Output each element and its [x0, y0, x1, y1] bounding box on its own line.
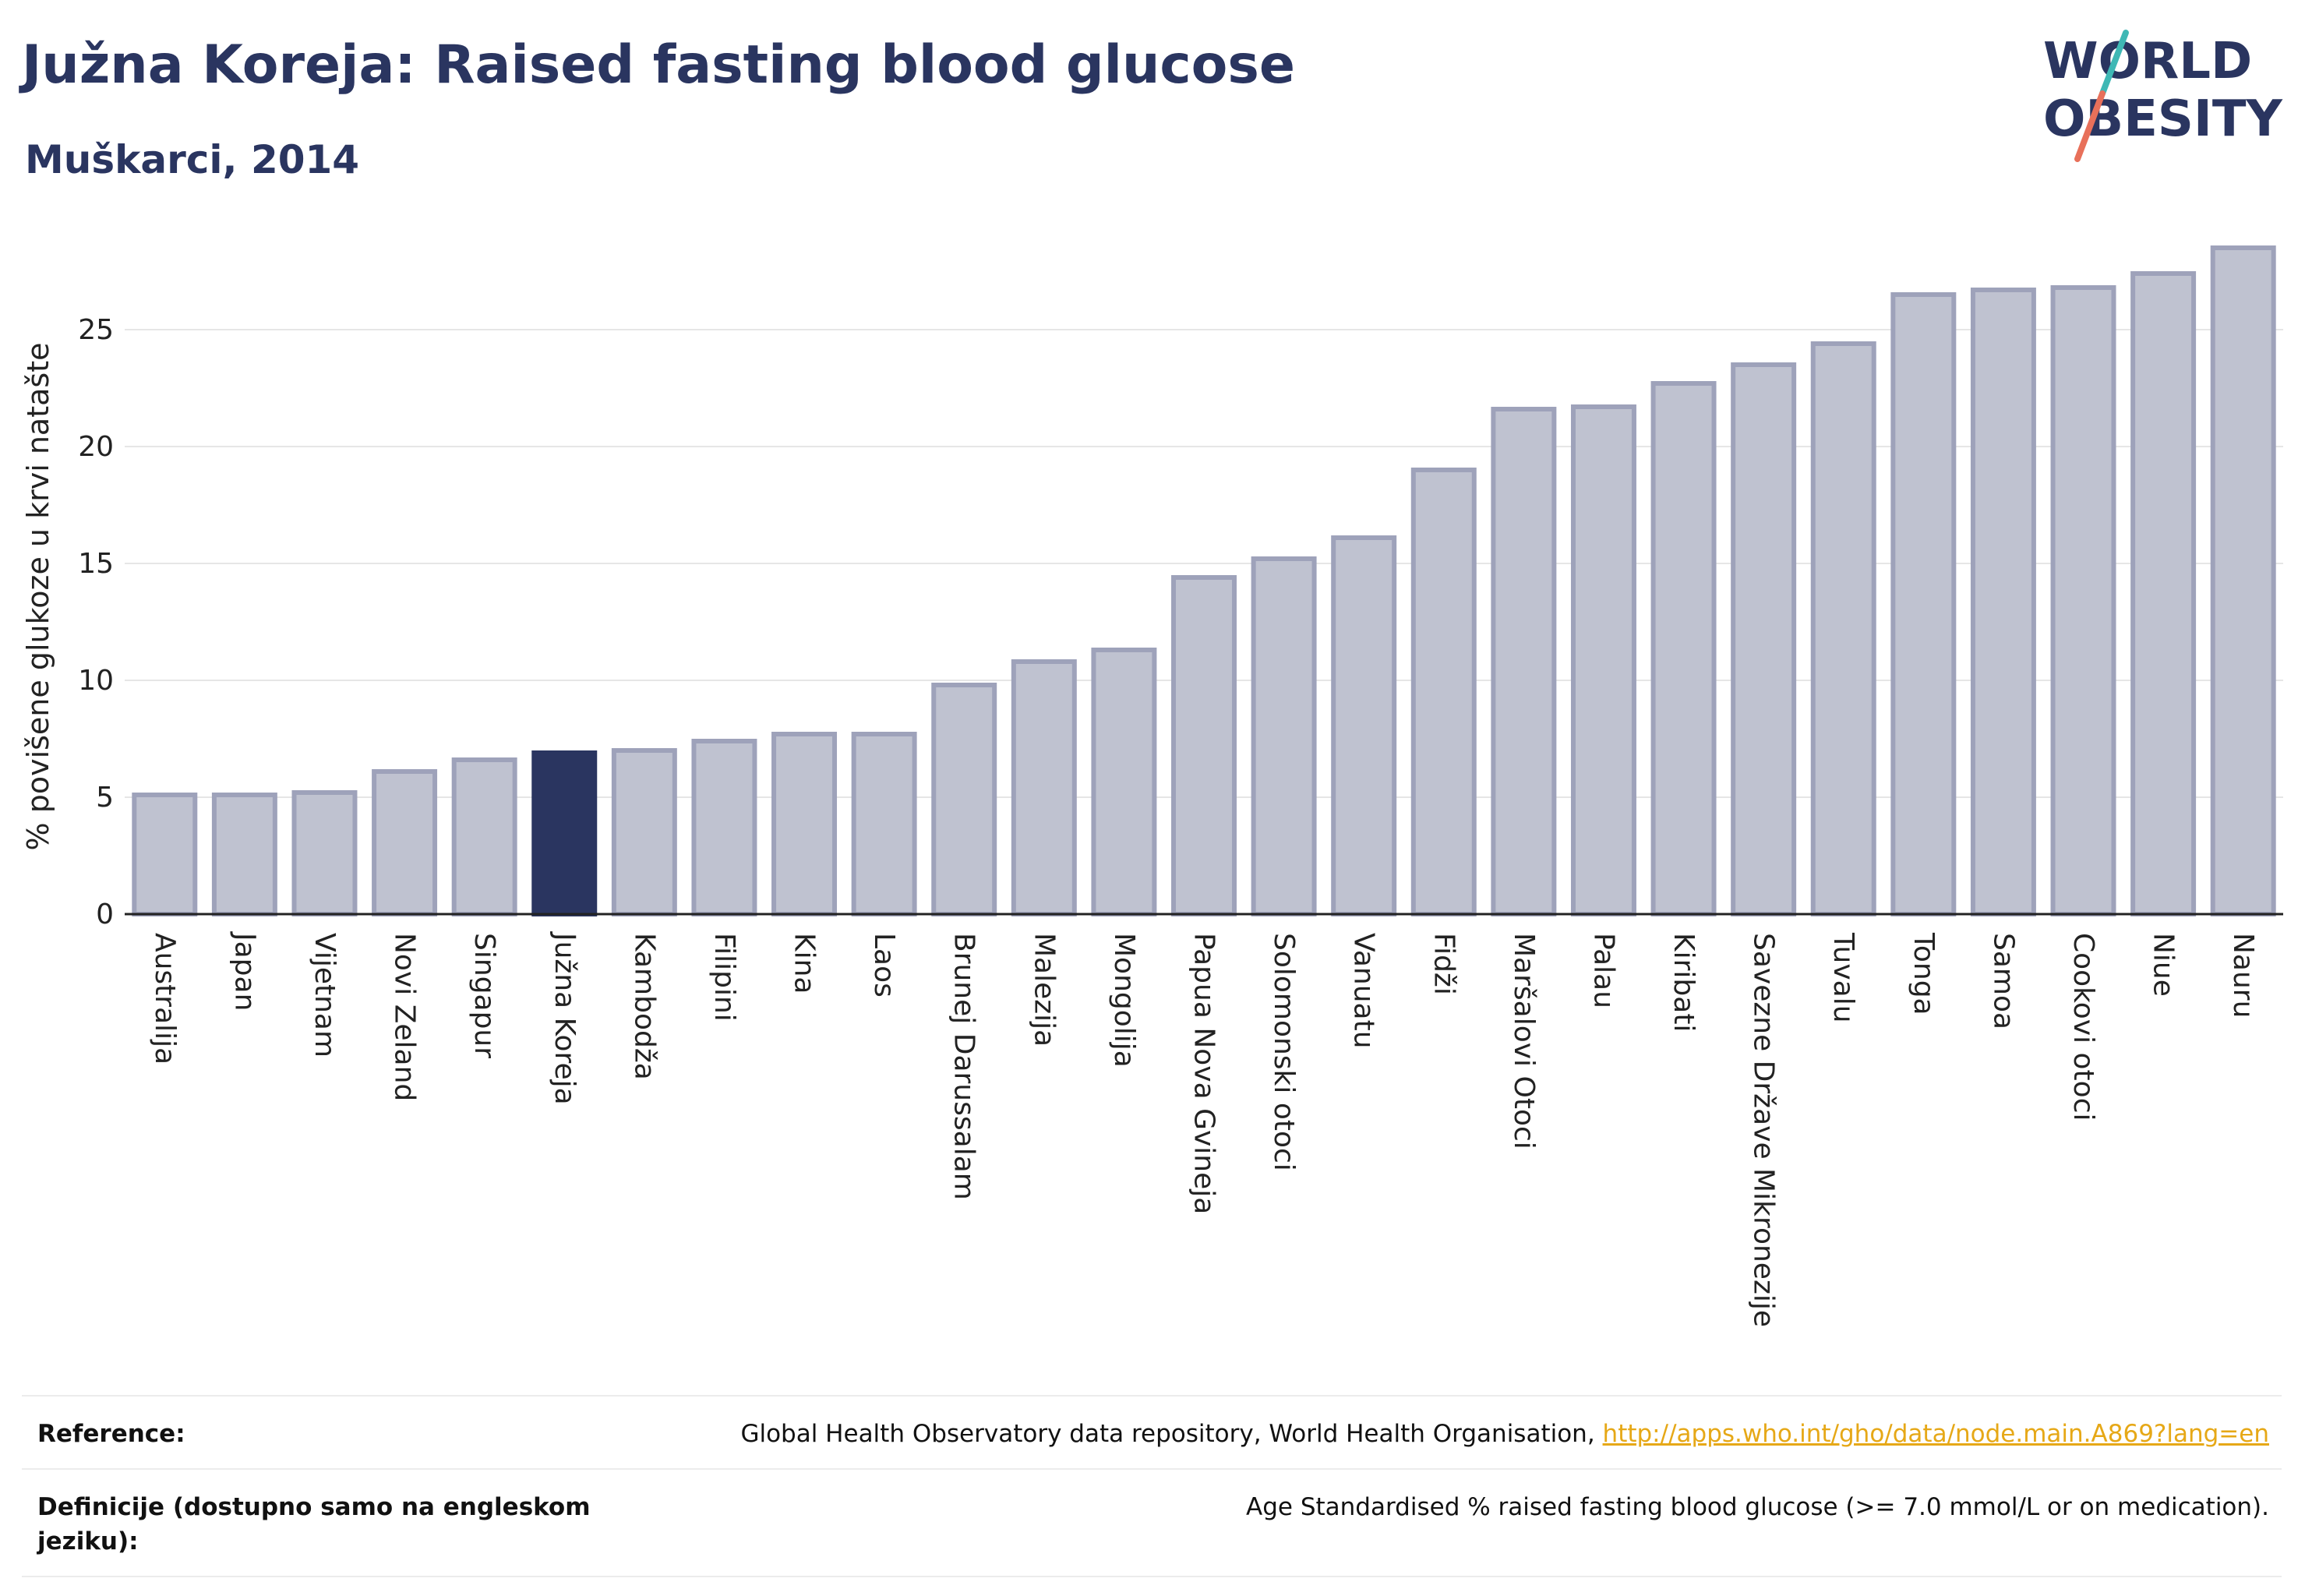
x-category-label: Samoa	[1987, 933, 2019, 1029]
bar	[931, 683, 997, 916]
y-tick-label: 15	[78, 548, 114, 580]
bar	[1491, 407, 1557, 916]
x-category-label: Palau	[1587, 933, 1619, 1008]
bar	[1810, 341, 1876, 916]
x-category-label: Novi Zeland	[389, 933, 421, 1101]
bar-highlighted	[531, 750, 598, 916]
bar	[1251, 556, 1317, 916]
bar	[1650, 381, 1717, 916]
bar	[211, 793, 277, 916]
x-category-label: Malezija	[1028, 933, 1060, 1047]
x-category-label: Južna Koreja	[549, 931, 581, 1105]
x-category-label: Maršalovi Otoci	[1508, 933, 1540, 1149]
x-category-label: Tonga	[1908, 932, 1940, 1015]
x-category-label: Filipini	[708, 933, 740, 1022]
x-category-label: Niue	[2148, 933, 2180, 997]
x-category-label: Vijetnam	[309, 933, 341, 1058]
x-category-label: Singapur	[468, 933, 500, 1058]
bar	[451, 757, 517, 916]
x-category-label: Australija	[149, 933, 181, 1065]
bar	[1091, 648, 1157, 916]
x-category-label: Papua Nova Gvineja	[1188, 933, 1220, 1214]
bar	[611, 748, 677, 916]
x-category-label: Savezne Države Mikronezije	[1748, 933, 1780, 1327]
x-category-label: Kina	[789, 933, 821, 994]
x-category-label: Tuvalu	[1827, 932, 1859, 1023]
chart-title: Južna Koreja: Raised fasting blood gluco…	[22, 34, 1295, 96]
y-tick-label: 25	[78, 314, 114, 346]
x-category-label: Vanuatu	[1348, 933, 1380, 1049]
bar	[1731, 362, 1797, 916]
bar	[1171, 575, 1237, 916]
footer-table: Reference: Global Health Observatory dat…	[22, 1395, 2282, 1577]
x-category-label: Brunej Darussalam	[948, 933, 980, 1200]
bar	[291, 790, 358, 916]
x-category-label: Japan	[228, 931, 260, 1011]
logo-line1: WORLD	[2043, 33, 2252, 90]
x-category-label: Solomonski otoci	[1268, 933, 1300, 1171]
world-obesity-logo: WORLD OBESITY	[2043, 30, 2282, 162]
bar	[2210, 245, 2276, 916]
chart-subtitle: Muškarci, 2014	[25, 137, 360, 182]
y-tick-label: 20	[78, 431, 114, 463]
bar	[1570, 404, 1636, 916]
bar	[2130, 271, 2197, 916]
bars	[132, 245, 2276, 916]
bar	[1970, 288, 2036, 916]
x-category-label: Laos	[868, 933, 900, 998]
y-axis-label: % povišene glukoze u krvi natašte	[21, 343, 55, 851]
reference-row: Reference: Global Health Observatory dat…	[22, 1395, 2282, 1468]
x-category-label: Kiribati	[1668, 933, 1700, 1032]
x-category-label: Mongolija	[1108, 933, 1140, 1068]
x-category-label: Nauru	[2227, 933, 2259, 1018]
bar	[1890, 292, 1957, 916]
logo-slash-top	[2099, 30, 2129, 97]
bar	[372, 769, 438, 916]
y-tick-label: 10	[78, 665, 114, 697]
definition-label: Definicije (dostupno samo na engleskom j…	[37, 1493, 591, 1555]
bar	[132, 793, 198, 916]
definition-value: Age Standardised % raised fasting blood …	[1246, 1493, 2269, 1521]
x-category-label: Kambodža	[628, 933, 660, 1080]
x-category-label: Fidži	[1428, 933, 1460, 995]
bar	[1410, 468, 1477, 916]
bar	[691, 739, 757, 916]
x-category-label: Cookovi otoci	[2067, 933, 2099, 1121]
bar-chart: 0 5 10 15 20 25 Australija Japan Vijetnam Novi Z…	[21, 245, 2283, 1327]
reference-link[interactable]: http://apps.who.int/gho/data/node.main.A…	[1602, 1420, 2269, 1448]
bar	[1011, 659, 1077, 916]
logo-slash-bottom	[2074, 90, 2106, 162]
y-tick-labels: 0 5 10 15 20 25	[78, 314, 114, 930]
bar	[851, 732, 917, 916]
bar	[771, 732, 838, 916]
bar	[2050, 285, 2116, 916]
x-category-labels: Australija Japan Vijetnam Novi Zeland Singap…	[149, 931, 2259, 1327]
y-tick-label: 0	[96, 899, 114, 930]
bar	[1331, 535, 1397, 916]
reference-value: Global Health Observatory data repositor…	[740, 1417, 2269, 1451]
reference-label: Reference:	[37, 1420, 185, 1448]
y-tick-label: 5	[96, 782, 114, 814]
reference-text: Global Health Observatory data repositor…	[740, 1420, 1603, 1448]
definition-row: Definicije (dostupno samo na engleskom j…	[22, 1468, 2282, 1577]
